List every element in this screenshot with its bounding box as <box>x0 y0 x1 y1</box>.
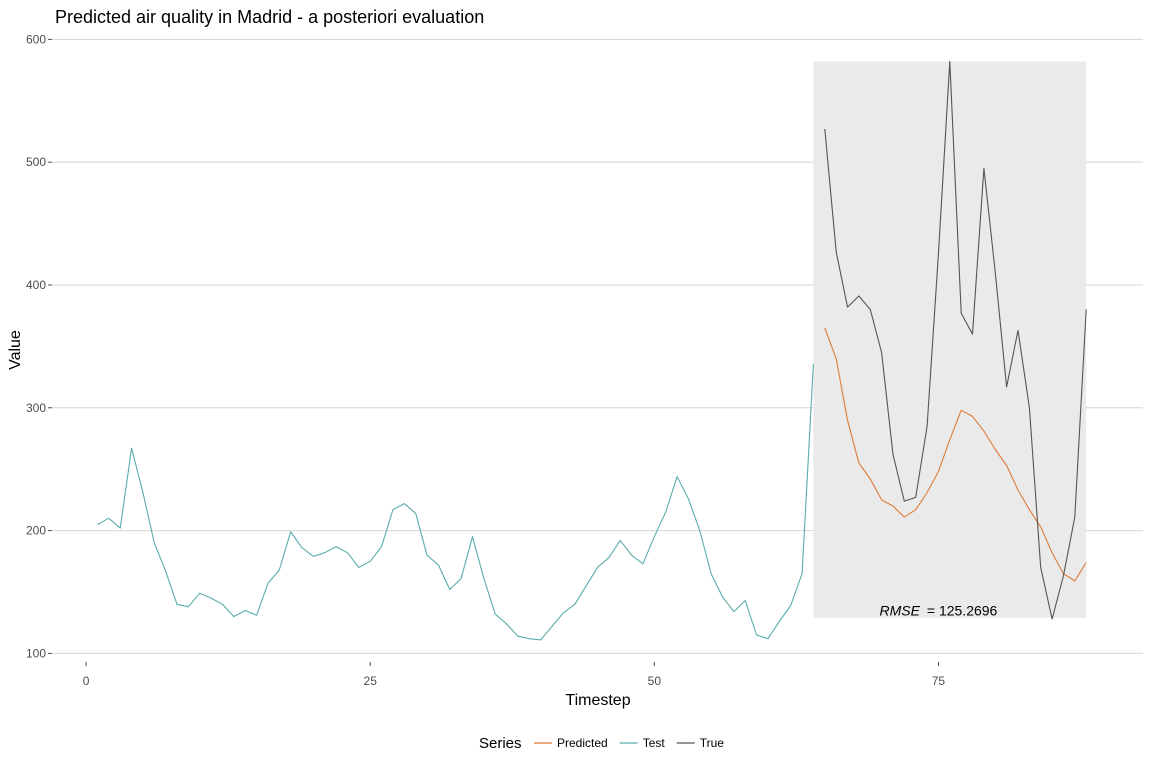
x-axis: 0 25 50 75 <box>83 662 946 688</box>
y-tick-label: 600 <box>26 32 46 46</box>
legend: Series Predicted Test True <box>479 735 724 752</box>
y-axis: 100 200 300 400 500 600 <box>26 32 52 660</box>
chart-title: Predicted air quality in Madrid - a post… <box>55 7 484 27</box>
legend-label-true: True <box>700 736 725 750</box>
y-tick-label: 200 <box>26 524 46 538</box>
series-line-test <box>97 363 814 641</box>
y-tick-label: 500 <box>26 155 46 169</box>
rmse-value: = 125.2696 <box>927 602 998 618</box>
evaluation-region <box>813 61 1087 618</box>
rmse-annotation: RMSE = 125.2696 <box>880 602 998 618</box>
legend-items: Predicted Test True <box>534 736 724 750</box>
x-axis-title: Timestep <box>565 692 630 709</box>
y-tick-label: 100 <box>26 646 46 660</box>
x-tick-label: 75 <box>932 674 946 688</box>
series-line-predicted <box>824 327 1087 582</box>
x-tick-label: 25 <box>364 674 378 688</box>
series-line-true <box>824 60 1087 620</box>
rmse-label: RMSE <box>880 602 921 618</box>
legend-title: Series <box>479 735 522 752</box>
legend-label-predicted: Predicted <box>557 736 608 750</box>
series-lines <box>97 60 1087 641</box>
y-tick-label: 400 <box>26 278 46 292</box>
y-axis-title: Value <box>7 330 24 370</box>
grid-lines <box>52 38 1143 654</box>
legend-label-test: Test <box>643 736 666 750</box>
x-tick-label: 50 <box>648 674 662 688</box>
y-tick-label: 300 <box>26 401 46 415</box>
x-tick-label: 0 <box>83 674 90 688</box>
